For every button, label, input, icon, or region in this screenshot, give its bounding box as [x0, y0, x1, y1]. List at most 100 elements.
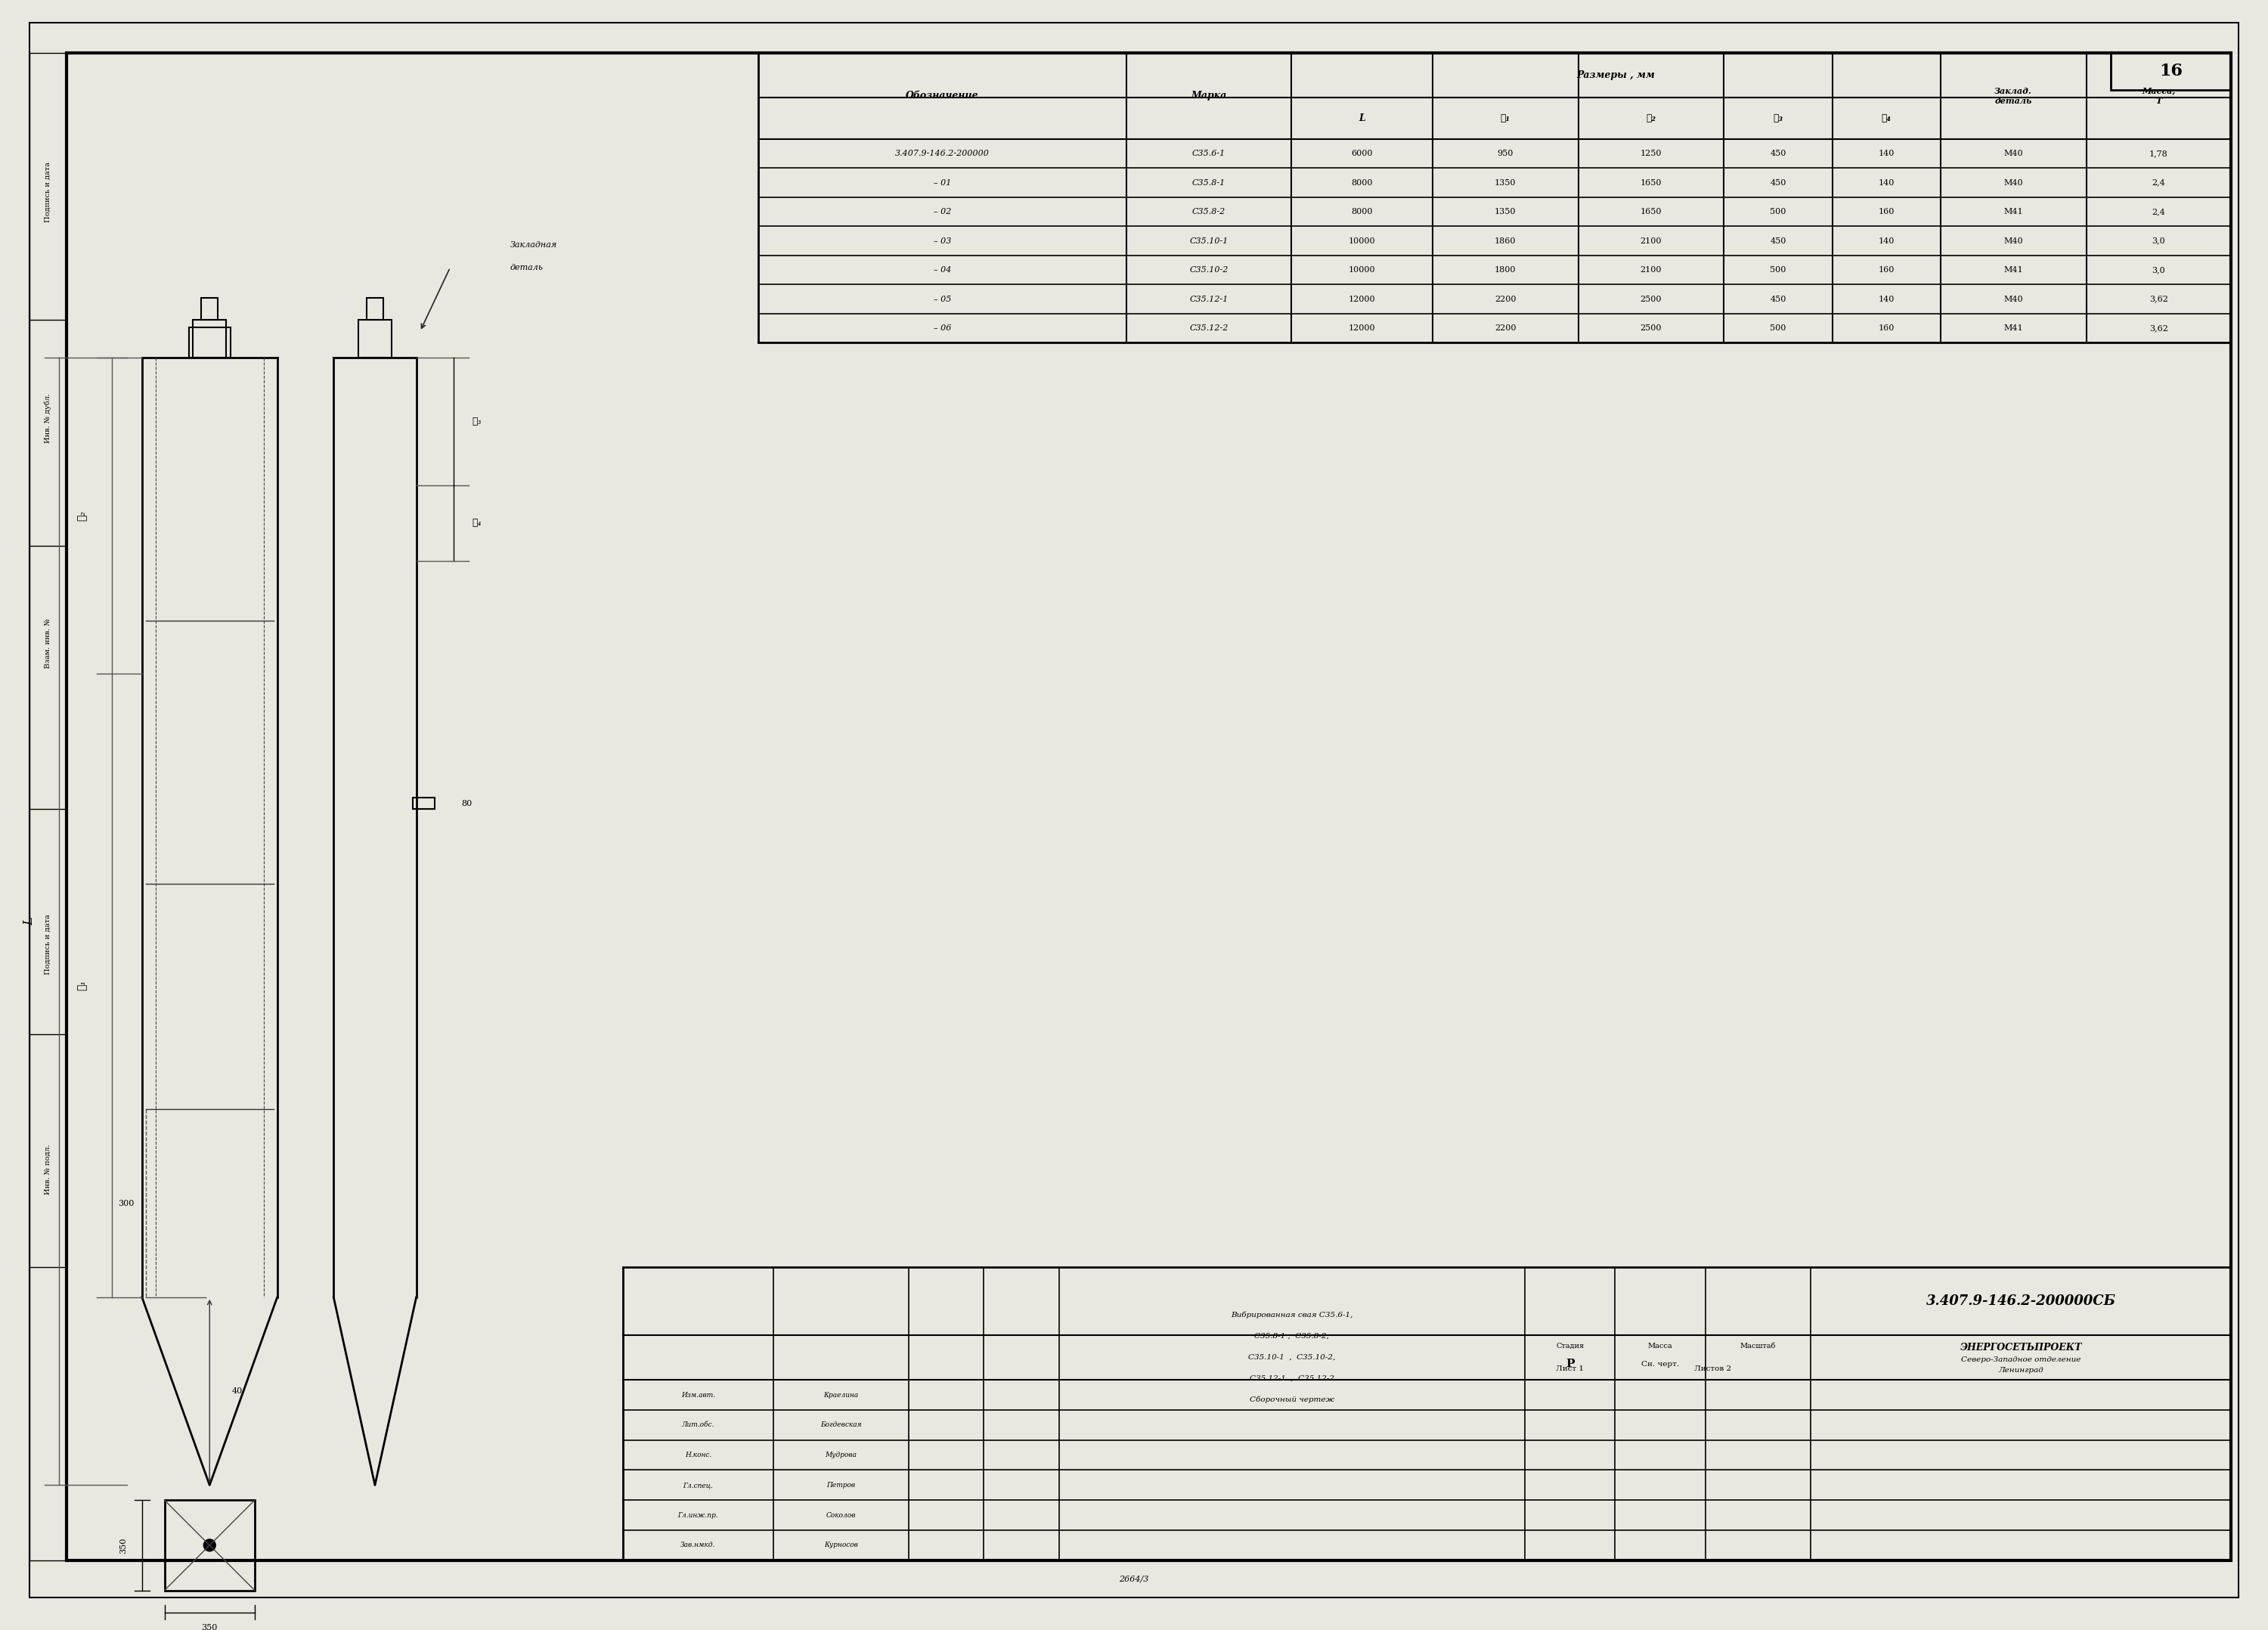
Text: – 01: – 01 — [934, 179, 950, 186]
Text: 140: 140 — [1878, 150, 1894, 158]
Text: 160: 160 — [1878, 324, 1894, 333]
Text: L: L — [23, 918, 36, 926]
Text: 1650: 1650 — [1640, 209, 1662, 215]
Text: Мудрова: Мудрова — [826, 1452, 857, 1459]
Text: С35.10-2: С35.10-2 — [1188, 266, 1229, 274]
Text: Изм.авт.: Изм.авт. — [680, 1392, 714, 1399]
Text: Гл.спец.: Гл.спец. — [683, 1482, 712, 1488]
Text: 450: 450 — [1769, 179, 1787, 186]
Text: Зав.нмкд.: Зав.нмкд. — [680, 1542, 717, 1548]
Text: Листов 2: Листов 2 — [1694, 1366, 1730, 1372]
Text: С35.6-1: С35.6-1 — [1193, 150, 1225, 158]
Text: 1,78: 1,78 — [2150, 150, 2168, 158]
Text: 12000: 12000 — [1347, 324, 1374, 333]
Text: С35.10-1  ,  С35.10-2,: С35.10-1 , С35.10-2, — [1247, 1355, 1336, 1361]
Text: ℓ₃: ℓ₃ — [472, 417, 481, 427]
Text: 450: 450 — [1769, 295, 1787, 303]
Text: С35.10-1: С35.10-1 — [1188, 236, 1229, 245]
Text: деталь: деталь — [510, 264, 544, 271]
Text: Обозначение: Обозначение — [905, 91, 980, 101]
Circle shape — [204, 1539, 215, 1552]
Bar — [358, 319, 392, 357]
Bar — [29, 52, 66, 1560]
Bar — [166, 1500, 254, 1591]
Bar — [367, 298, 383, 319]
Text: Петров: Петров — [826, 1482, 855, 1488]
Text: Курносов: Курносов — [823, 1542, 857, 1548]
Text: – 03: – 03 — [934, 236, 950, 245]
Text: 8000: 8000 — [1352, 179, 1372, 186]
Text: 2,4: 2,4 — [2152, 179, 2166, 186]
Text: Соколов: Соколов — [826, 1511, 855, 1519]
Text: – 05: – 05 — [934, 295, 950, 303]
Text: Взам. инв. №: Взам. инв. № — [45, 618, 52, 668]
Text: С35.12-2: С35.12-2 — [1188, 324, 1229, 333]
Text: Северо-Западное отделение: Северо-Западное отделение — [1962, 1356, 2080, 1363]
Text: 6000: 6000 — [1352, 150, 1372, 158]
Text: 10000: 10000 — [1347, 266, 1374, 274]
Text: 10000: 10000 — [1347, 236, 1374, 245]
Text: 140: 140 — [1878, 295, 1894, 303]
Text: 140: 140 — [1878, 236, 1894, 245]
Text: С35.8-1: С35.8-1 — [1193, 179, 1225, 186]
Text: Инв. № дубл.: Инв. № дубл. — [45, 393, 52, 443]
Text: 40: 40 — [231, 1387, 243, 1395]
Text: 350: 350 — [202, 1623, 218, 1630]
Text: 2664/3: 2664/3 — [1118, 1575, 1150, 1583]
Text: С35.12-1: С35.12-1 — [1188, 295, 1229, 303]
Text: Масса: Масса — [1649, 1343, 1672, 1350]
Text: 2200: 2200 — [1495, 324, 1515, 333]
Text: 3,0: 3,0 — [2152, 236, 2166, 245]
Text: Краелина: Краелина — [823, 1392, 857, 1399]
Text: Стадия: Стадия — [1556, 1343, 1583, 1350]
Text: С35.8-1 ,  С35.8-2,: С35.8-1 , С35.8-2, — [1254, 1333, 1329, 1340]
Text: 3,0: 3,0 — [2152, 266, 2166, 274]
Text: Инв. № подл.: Инв. № подл. — [45, 1144, 52, 1195]
Text: 450: 450 — [1769, 236, 1787, 245]
Text: – 04: – 04 — [934, 266, 950, 274]
Text: Н.конс.: Н.конс. — [685, 1452, 712, 1459]
Bar — [193, 319, 227, 357]
Text: 1800: 1800 — [1495, 266, 1515, 274]
Bar — [758, 52, 2232, 342]
Text: ℓ₄: ℓ₄ — [1882, 114, 1892, 124]
Text: Богдевская: Богдевская — [821, 1421, 862, 1428]
Text: Ленинград: Ленинград — [1998, 1366, 2043, 1374]
Text: 8000: 8000 — [1352, 209, 1372, 215]
Text: 80: 80 — [460, 800, 472, 807]
Text: С35.8-2: С35.8-2 — [1193, 209, 1225, 215]
Bar — [624, 1267, 2232, 1560]
Bar — [2112, 52, 2232, 90]
Bar — [202, 298, 218, 319]
Text: ℓ₁: ℓ₁ — [1501, 114, 1510, 124]
Text: М41: М41 — [2003, 209, 2023, 215]
Text: ℓ₂: ℓ₂ — [77, 510, 86, 522]
Text: 1250: 1250 — [1640, 150, 1662, 158]
Text: Гл.инж.пр.: Гл.инж.пр. — [678, 1511, 719, 1519]
Text: 500: 500 — [1769, 324, 1787, 333]
Bar — [188, 328, 231, 357]
Text: 500: 500 — [1769, 209, 1787, 215]
Text: ℓ₃: ℓ₃ — [1774, 114, 1783, 124]
Text: 300: 300 — [118, 1200, 134, 1208]
Text: 350: 350 — [120, 1537, 127, 1553]
Text: 3,62: 3,62 — [2150, 324, 2168, 333]
Text: ℓ₁: ℓ₁ — [77, 980, 86, 991]
Text: Масса,
Т: Масса, Т — [2141, 86, 2175, 104]
Text: М40: М40 — [2003, 295, 2023, 303]
Text: 2500: 2500 — [1640, 324, 1662, 333]
Text: 2,4: 2,4 — [2152, 209, 2166, 215]
Text: Размеры , мм: Размеры , мм — [1576, 70, 1656, 80]
Text: М40: М40 — [2003, 236, 2023, 245]
Text: 2100: 2100 — [1640, 266, 1662, 274]
Text: Р: Р — [1565, 1359, 1574, 1369]
Text: Масштаб: Масштаб — [1740, 1343, 1776, 1350]
Text: ЭНЕРГОСЕТЬПРОЕКТ: ЭНЕРГОСЕТЬПРОЕКТ — [1960, 1343, 2082, 1353]
Text: Лит.обс.: Лит.обс. — [683, 1421, 714, 1428]
Text: С35.12-1  ,  С35.12-2: С35.12-1 , С35.12-2 — [1250, 1376, 1334, 1382]
Text: М40: М40 — [2003, 150, 2023, 158]
Text: 3,62: 3,62 — [2150, 295, 2168, 303]
Text: ℓ₄: ℓ₄ — [472, 518, 481, 528]
Text: – 06: – 06 — [934, 324, 950, 333]
Text: Подпись и дата: Подпись и дата — [45, 163, 52, 223]
